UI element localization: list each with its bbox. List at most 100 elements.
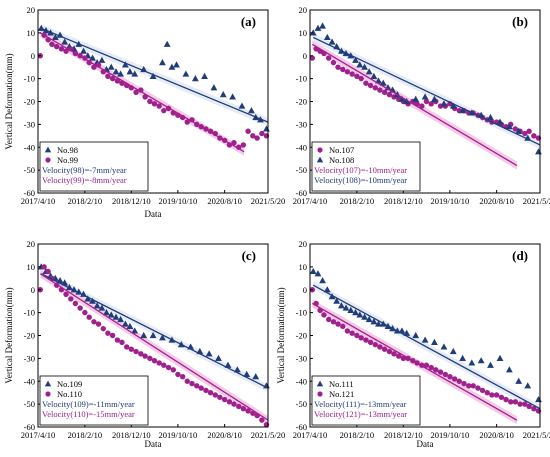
data-point (51, 33, 59, 41)
data-point (508, 399, 514, 405)
data-point (226, 399, 233, 405)
x-tick-label: 2017/4/10 (21, 196, 55, 206)
data-point (107, 311, 115, 318)
data-point (133, 348, 139, 355)
data-point (344, 328, 351, 334)
data-point (440, 100, 448, 107)
data-point (340, 66, 346, 73)
data-point (363, 80, 369, 86)
velocity-label: Velocity(109)=-11mm/year (42, 399, 135, 409)
y-tick-label: -40 (24, 142, 35, 152)
data-point (58, 46, 65, 52)
data-point (396, 353, 402, 359)
legend-marker (44, 146, 52, 153)
data-point (170, 367, 177, 373)
y-tick-label: 20 (27, 5, 36, 15)
data-point (512, 399, 519, 405)
y-tick-label: -50 (24, 399, 35, 409)
x-tick-label: 2021/5/20 (523, 430, 550, 440)
data-point (201, 72, 208, 79)
data-point (386, 348, 393, 355)
data-point (349, 330, 355, 336)
data-point (91, 319, 97, 325)
panel-label: (d) (512, 248, 528, 263)
data-point (370, 318, 378, 325)
x-tick-label: 2018/2/10 (340, 196, 374, 206)
data-point (259, 417, 265, 423)
data-point (335, 321, 341, 327)
data-point (367, 82, 374, 89)
data-point (344, 69, 351, 75)
data-point (103, 309, 110, 316)
data-point (342, 304, 350, 311)
data-point (517, 401, 523, 407)
x-axis-label: Data (417, 439, 434, 449)
data-point (194, 383, 200, 389)
data-point (365, 315, 373, 323)
velocity-label: Velocity(107)=-10mm/year (314, 165, 407, 175)
data-point (314, 24, 322, 31)
data-point (117, 70, 124, 77)
legend-marker (316, 156, 324, 163)
data-point (361, 313, 368, 320)
y-tick-label: 0 (31, 51, 35, 61)
y-tick-label: -30 (24, 119, 35, 129)
fit-line-2 (312, 36, 541, 146)
data-point (356, 311, 364, 318)
data-point (68, 296, 74, 302)
legend-entry: No.111 (329, 379, 354, 389)
data-point (184, 378, 190, 384)
legend-marker (316, 380, 324, 387)
velocity-label: Velocity(111)=-13mm/year (314, 399, 407, 409)
data-point (375, 320, 382, 327)
data-point (231, 401, 237, 407)
x-tick-label: 2019/10/10 (431, 430, 470, 440)
data-point (248, 107, 255, 114)
data-point (77, 305, 83, 311)
data-point (91, 64, 97, 70)
data-point (479, 387, 486, 394)
data-point (49, 41, 55, 48)
data-point (161, 362, 167, 368)
fit-line-2 (39, 32, 245, 153)
legend-entry: No.107 (329, 145, 354, 155)
data-point (370, 72, 378, 79)
data-point (377, 344, 383, 350)
data-point (475, 385, 481, 391)
data-point (496, 354, 504, 361)
x-tick-label: 2020/8/10 (207, 196, 241, 206)
x-axis-label: Data (145, 439, 162, 449)
data-point (151, 101, 158, 107)
data-point (381, 89, 388, 96)
data-point (98, 56, 106, 63)
data-point (105, 73, 111, 80)
data-point (198, 385, 204, 391)
data-point (82, 309, 88, 316)
x-tick-label: 2017/4/10 (21, 430, 55, 440)
fit-line-1 (40, 273, 269, 389)
y-tick-label: -40 (296, 142, 307, 152)
legend-marker (44, 380, 52, 387)
data-point (352, 309, 359, 316)
data-point (133, 89, 139, 96)
legend-box (39, 141, 149, 192)
data-point (252, 373, 260, 380)
data-point (126, 322, 134, 329)
y-tick-label: 10 (299, 28, 308, 38)
data-point (250, 133, 256, 139)
data-point (470, 383, 476, 389)
data-point (80, 47, 87, 54)
data-point (363, 337, 369, 343)
data-point (45, 268, 51, 275)
data-point (421, 336, 429, 343)
x-tick-label: 2018/12/10 (112, 430, 151, 440)
y-tick-label: 20 (27, 239, 36, 249)
data-point (433, 367, 439, 373)
data-point (461, 380, 467, 387)
data-point (98, 304, 106, 311)
data-point (56, 277, 64, 284)
y-tick-label: -10 (296, 74, 307, 84)
y-tick-label: 0 (303, 285, 307, 295)
legend-entry: No.108 (329, 155, 354, 165)
data-point (398, 95, 406, 102)
